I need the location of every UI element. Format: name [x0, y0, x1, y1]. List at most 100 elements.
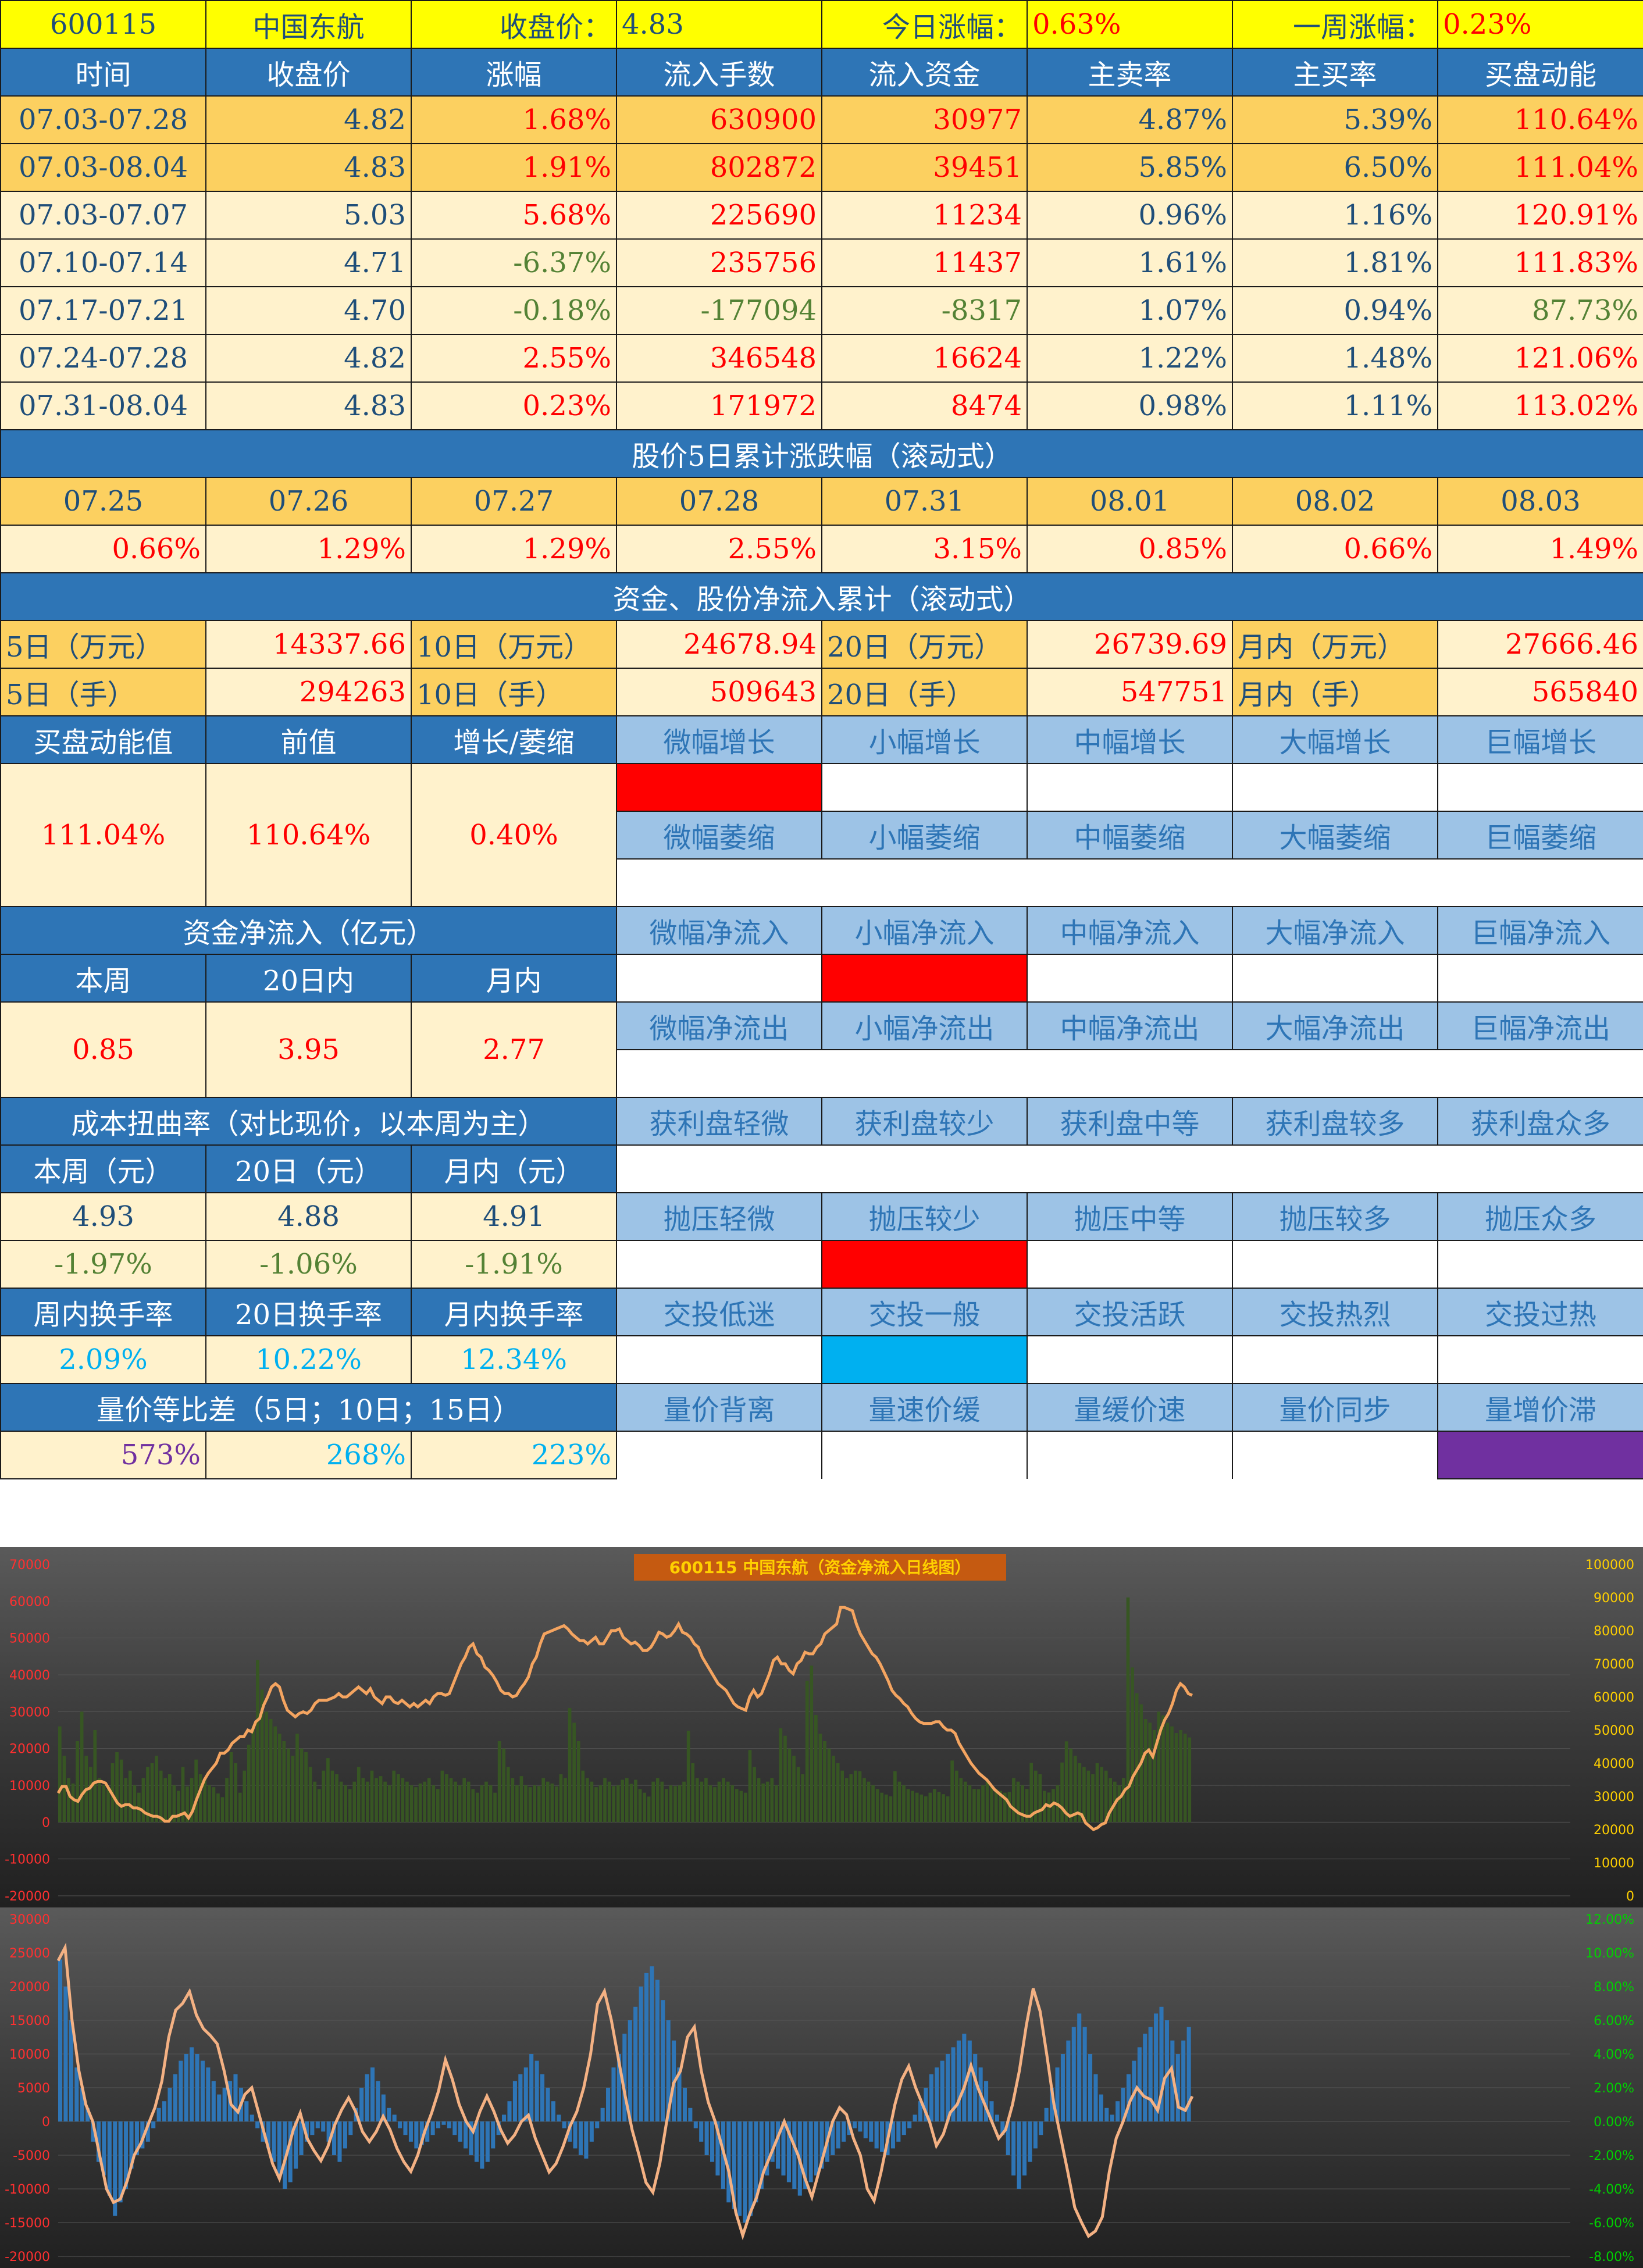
y-left-tick-label: -5000 [13, 2149, 50, 2163]
capital-month: 2.77 [411, 1001, 617, 1098]
table-cell: 0.98% [1027, 381, 1233, 430]
bar [805, 1681, 809, 1823]
volprice-level: 量价同步 [1232, 1383, 1438, 1432]
y-right-tick-label: 8.00% [1594, 1980, 1634, 1995]
bar [854, 1770, 857, 1823]
bar [1164, 2020, 1169, 2121]
bar [1122, 1778, 1125, 1823]
bar [1025, 1789, 1029, 1823]
data-table: 600115 中国东航 收盘价： 4.83 今日涨幅： 0.63% 一周涨幅： … [0, 0, 1643, 1479]
bar [880, 2121, 885, 2152]
cost-title-row: 成本扭曲率（对比现价，以本周为主） 获利盘轻微 获利盘较少 获利盘中等 获利盘较… [0, 1097, 1643, 1146]
bar [929, 2074, 933, 2121]
y-right-tick-label: 2.00% [1594, 2081, 1634, 2096]
bar [907, 2121, 912, 2128]
bar [1161, 1715, 1165, 1823]
cost-price: 4.91 [411, 1192, 617, 1241]
bar [379, 1776, 383, 1823]
bar [489, 1785, 493, 1823]
bar [1088, 2054, 1093, 2121]
grow-indicator [1232, 764, 1438, 811]
bar [842, 2121, 846, 2142]
bar [722, 1778, 725, 1823]
table-row: 07.03-08.04 4.83 1.91% 802872 39451 5.85… [0, 143, 1643, 192]
bar [1148, 1723, 1152, 1823]
y-left-tick-label: 60000 [9, 1595, 50, 1609]
bar [717, 1781, 721, 1823]
bar [195, 2054, 199, 2121]
bar [172, 1785, 176, 1823]
bar [629, 1784, 633, 1823]
bar [304, 1752, 308, 1823]
bar [387, 2107, 391, 2121]
netflow-label: 10日（手） [411, 668, 617, 716]
bar [863, 2121, 868, 2138]
bar [518, 2074, 523, 2121]
turnover-indicator [1027, 1336, 1233, 1383]
bar [427, 1778, 431, 1823]
pct-cell: 1.29% [411, 525, 617, 573]
inflow-level: 微幅净流入 [616, 906, 822, 955]
bar [643, 1792, 646, 1823]
date-cell: 07.28 [616, 477, 822, 526]
bar [458, 1785, 462, 1823]
pct-cell: 0.66% [1232, 525, 1438, 573]
bar [699, 2121, 704, 2142]
bar [968, 1785, 972, 1823]
bar [1039, 2121, 1043, 2135]
bar [133, 1785, 137, 1823]
turnover-level: 交投低迷 [616, 1288, 822, 1336]
bar [858, 2121, 863, 2132]
bar [590, 1781, 594, 1823]
bar [568, 2121, 572, 2142]
shrink-level: 微幅萎缩 [616, 811, 822, 860]
bar [469, 2121, 473, 2155]
bar [682, 2088, 687, 2121]
bar [250, 2114, 254, 2121]
turnover-header: 周内换手率 [0, 1288, 206, 1336]
bar [875, 1789, 879, 1823]
bar [759, 2121, 764, 2189]
volprice-indicator [616, 1431, 822, 1479]
bar [950, 1760, 954, 1823]
table-cell: 07.03-07.28 [0, 95, 206, 144]
bar [515, 1785, 519, 1823]
bar [361, 1778, 365, 1823]
bar [233, 2074, 238, 2121]
bar [951, 2047, 956, 2121]
bar [234, 1763, 237, 1823]
momentum-value: 111.04% [0, 763, 206, 907]
bar [162, 2101, 167, 2121]
bar [419, 2121, 424, 2145]
volprice-level: 量增价滞 [1437, 1383, 1643, 1432]
bar [880, 1792, 884, 1823]
y-left-tick-label: 20000 [9, 1980, 50, 1995]
bar [58, 1726, 62, 1823]
pressure-indicator [1232, 1240, 1438, 1288]
inflow-level: 中幅净流入 [1027, 906, 1233, 955]
bar [754, 2121, 758, 2203]
chart-title: 600115 中国东航（资金净流入日线图） [669, 1558, 971, 1577]
bar [890, 2121, 895, 2149]
bar [946, 1796, 950, 1823]
week-value: 0.23% [1437, 0, 1643, 49]
bar [512, 2081, 517, 2121]
bar [1104, 1770, 1108, 1823]
bar [471, 1789, 475, 1823]
cost-pct-row: -1.97% -1.06% -1.91% [0, 1240, 1643, 1289]
cost-price: 4.93 [0, 1192, 206, 1241]
bar [863, 1778, 866, 1823]
y-right-tick-label: -4.00% [1589, 2183, 1634, 2197]
bar [1186, 2027, 1191, 2121]
netflow-value: 547751 [1027, 668, 1233, 716]
table-cell: 2.55% [411, 334, 617, 383]
volprice-indicator-active [1437, 1431, 1643, 1479]
bar [616, 1785, 620, 1823]
bar [612, 1786, 615, 1823]
bar [1011, 2121, 1016, 2176]
bar [414, 2121, 419, 2149]
shrink-level: 大幅萎缩 [1232, 811, 1438, 860]
bar [222, 2088, 227, 2121]
y-left-tick-label: -15000 [5, 2216, 50, 2231]
series-line [56, 1942, 1194, 2241]
